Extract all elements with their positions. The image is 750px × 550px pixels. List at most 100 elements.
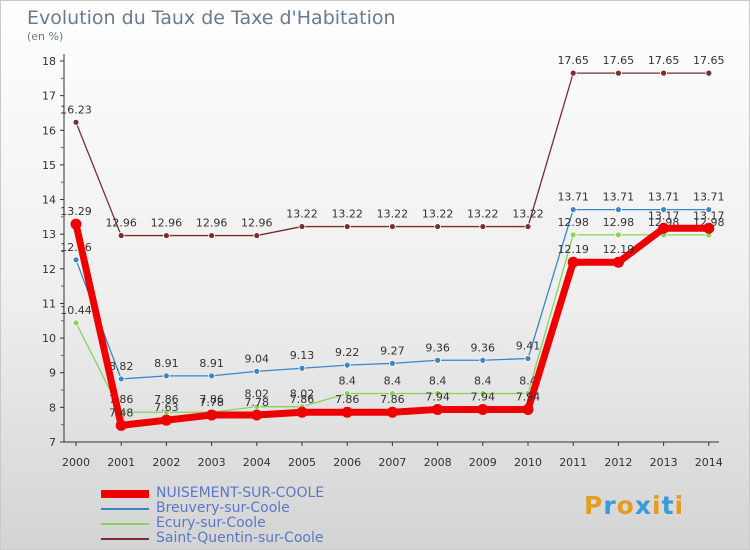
- data-label: 8.02: [290, 388, 315, 401]
- data-point: [206, 409, 218, 421]
- data-label: 7.94: [516, 390, 541, 403]
- data-label: 9.41: [516, 340, 541, 353]
- logo-letter: x: [634, 491, 652, 520]
- x-tick-label: 2008: [424, 456, 452, 469]
- data-label: 17.65: [603, 54, 635, 67]
- data-point: [660, 206, 667, 213]
- data-label: 12.19: [603, 243, 635, 256]
- data-label: 7.78: [199, 396, 224, 409]
- data-label: 13.22: [467, 208, 499, 221]
- x-tick-label: 2004: [243, 456, 271, 469]
- data-label: 9.27: [380, 344, 405, 357]
- data-label: 8.02: [245, 388, 270, 401]
- data-point: [569, 206, 577, 213]
- data-label: 7.94: [425, 390, 450, 403]
- data-label: 17.65: [557, 54, 589, 67]
- data-label: 12.98: [603, 216, 635, 229]
- data-point: [298, 364, 306, 372]
- data-label: 13.71: [603, 191, 635, 204]
- y-tick-label: 11: [42, 297, 56, 310]
- data-point: [253, 232, 261, 239]
- x-tick-label: 2006: [333, 456, 361, 469]
- x-tick-label: 2002: [152, 456, 180, 469]
- y-tick-label: 12: [42, 263, 56, 276]
- data-label: 12.98: [557, 216, 589, 229]
- data-point: [434, 390, 442, 397]
- data-label: 7.94: [471, 390, 496, 403]
- data-point: [658, 222, 670, 234]
- data-point: [117, 375, 125, 383]
- logo-letter: i: [652, 491, 662, 520]
- data-point: [160, 414, 172, 426]
- x-tick-label: 2003: [198, 456, 226, 469]
- data-label: 7.86: [380, 393, 405, 406]
- logo-letter: r: [603, 491, 617, 520]
- data-point: [117, 232, 125, 239]
- data-point: [296, 406, 308, 418]
- data-point: [524, 355, 532, 362]
- x-tick-label: 2000: [62, 456, 90, 469]
- data-point: [615, 231, 622, 239]
- proxiti-logo: Proxiti: [584, 491, 684, 520]
- x-tick-label: 2013: [650, 456, 678, 469]
- data-label: 13.71: [693, 191, 725, 204]
- data-label: 7.86: [199, 393, 224, 406]
- data-point: [343, 223, 351, 230]
- data-point: [477, 403, 489, 415]
- data-label: 16.23: [60, 103, 92, 116]
- data-label: 13.29: [60, 205, 92, 218]
- y-tick-label: 15: [42, 159, 56, 172]
- data-label: 8.4: [384, 375, 402, 388]
- data-point: [479, 390, 487, 397]
- legend-label: Breuvery-sur-Coole: [156, 500, 290, 516]
- data-label: 13.22: [286, 208, 318, 221]
- data-point: [72, 319, 80, 327]
- data-label: 9.36: [425, 341, 450, 354]
- data-label: 8.4: [429, 375, 447, 388]
- legend-swatch: [101, 538, 149, 540]
- data-point: [208, 232, 216, 239]
- data-point: [72, 118, 80, 126]
- data-label: 13.22: [512, 208, 544, 221]
- y-tick-label: 10: [42, 332, 56, 345]
- y-tick-label: 17: [42, 90, 56, 103]
- legend-swatch: [101, 490, 149, 498]
- data-point: [388, 223, 396, 230]
- data-label: 8.91: [199, 357, 224, 370]
- data-point: [298, 223, 306, 230]
- data-point: [522, 403, 534, 415]
- data-point: [251, 409, 263, 421]
- x-tick-label: 2005: [288, 456, 316, 469]
- data-label: 12.96: [151, 217, 183, 230]
- chart-legend: NUISEMENT-SUR-COOLE Breuvery-sur-Coole Ecu…: [101, 485, 431, 546]
- data-label: 7.86: [335, 393, 360, 406]
- data-label: 9.22: [335, 346, 360, 359]
- data-point: [569, 69, 577, 77]
- x-tick-label: 2010: [514, 456, 542, 469]
- data-label: 7.48: [109, 406, 134, 419]
- data-point: [388, 390, 396, 397]
- data-point: [615, 69, 622, 77]
- chart-subtitle: (en %): [27, 30, 64, 43]
- legend-item: Saint-Quentin-sur-Coole: [101, 530, 431, 546]
- data-point: [386, 406, 398, 418]
- data-label: 13.71: [648, 191, 680, 204]
- data-point: [115, 419, 127, 431]
- data-label: 13.22: [331, 208, 363, 221]
- data-label: 7.78: [245, 396, 270, 409]
- data-point: [524, 223, 532, 230]
- data-label: 8.4: [474, 375, 492, 388]
- data-point: [343, 390, 351, 397]
- logo-letter: o: [616, 491, 635, 520]
- logo-letter: i: [674, 491, 685, 520]
- data-point: [72, 256, 80, 264]
- data-point: [615, 206, 622, 213]
- data-label: 7.86: [154, 393, 179, 406]
- data-label: 9.36: [471, 341, 496, 354]
- y-tick-label: 9: [49, 367, 56, 380]
- data-label: 9.04: [245, 352, 270, 365]
- y-tick-label: 13: [42, 228, 56, 241]
- data-point: [253, 367, 261, 375]
